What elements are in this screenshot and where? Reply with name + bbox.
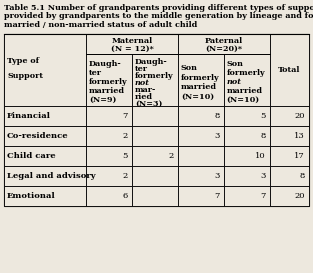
Text: married: married <box>181 83 217 91</box>
Bar <box>86 166 132 186</box>
Text: formerly: formerly <box>89 78 128 86</box>
Text: Legal and advisory: Legal and advisory <box>7 172 96 180</box>
Bar <box>132 106 178 126</box>
Text: 7: 7 <box>260 192 266 200</box>
Text: 7: 7 <box>214 192 220 200</box>
Bar <box>269 146 309 166</box>
Bar <box>132 146 178 166</box>
Bar <box>86 54 132 106</box>
Bar <box>224 166 269 186</box>
Text: (N=10): (N=10) <box>227 96 260 104</box>
Text: formerly: formerly <box>227 69 265 77</box>
Text: not: not <box>227 78 242 86</box>
Bar <box>224 54 269 106</box>
Bar <box>132 126 178 146</box>
Bar <box>269 106 309 126</box>
Bar <box>269 166 309 186</box>
Text: married / non-married status of adult child: married / non-married status of adult ch… <box>4 21 197 29</box>
Bar <box>178 126 224 146</box>
Text: 3: 3 <box>260 172 266 180</box>
Bar <box>178 54 224 106</box>
Text: not: not <box>135 79 150 87</box>
Text: married: married <box>227 87 263 95</box>
Text: 5: 5 <box>260 112 266 120</box>
Text: Paternal: Paternal <box>205 37 243 45</box>
Text: married: married <box>89 87 125 95</box>
Text: provided by grandparents to the middle generation by lineage and former: provided by grandparents to the middle g… <box>4 13 313 20</box>
Text: 2: 2 <box>123 132 128 140</box>
Bar <box>86 34 178 54</box>
Text: ter: ter <box>89 69 102 77</box>
Text: 2: 2 <box>123 172 128 180</box>
Text: 10: 10 <box>255 152 266 160</box>
Bar <box>269 186 309 206</box>
Text: 3: 3 <box>214 172 220 180</box>
Bar <box>4 186 86 206</box>
Bar <box>178 186 224 206</box>
Text: Table 5.1 Number of grandparents providing different types of support: Table 5.1 Number of grandparents providi… <box>4 4 313 12</box>
Text: 6: 6 <box>123 192 128 200</box>
Text: mar-: mar- <box>135 86 156 94</box>
Text: Son: Son <box>227 60 244 68</box>
Bar <box>132 54 178 106</box>
Text: formerly: formerly <box>181 73 219 82</box>
Text: Daugh-: Daugh- <box>135 58 168 66</box>
Bar <box>178 146 224 166</box>
Text: ter: ter <box>135 65 148 73</box>
Text: Financial: Financial <box>7 112 51 120</box>
Text: (N=10): (N=10) <box>181 93 214 100</box>
Bar <box>224 146 269 166</box>
Text: Type of: Type of <box>7 57 39 65</box>
Bar <box>4 106 86 126</box>
Bar <box>269 126 309 146</box>
Bar <box>4 34 309 206</box>
Bar <box>4 166 86 186</box>
Text: 20: 20 <box>295 192 305 200</box>
Text: (N=20)*: (N=20)* <box>205 44 242 52</box>
Text: formerly: formerly <box>135 72 173 80</box>
Text: (N=9): (N=9) <box>89 96 116 104</box>
Text: Maternal: Maternal <box>111 37 152 45</box>
Text: Support: Support <box>7 72 43 80</box>
Text: 8: 8 <box>214 112 220 120</box>
Bar <box>86 126 132 146</box>
Bar <box>178 34 269 54</box>
Bar <box>86 146 132 166</box>
Bar <box>132 186 178 206</box>
Text: 13: 13 <box>294 132 305 140</box>
Text: Daugh-: Daugh- <box>89 60 122 68</box>
Text: 2: 2 <box>169 152 174 160</box>
Bar <box>178 166 224 186</box>
Bar <box>132 166 178 186</box>
Text: 7: 7 <box>122 112 128 120</box>
Bar <box>224 106 269 126</box>
Bar <box>269 34 309 106</box>
Text: Son: Son <box>181 64 198 72</box>
Bar <box>224 126 269 146</box>
Text: 5: 5 <box>122 152 128 160</box>
Text: 3: 3 <box>214 132 220 140</box>
Bar <box>224 186 269 206</box>
Bar <box>178 106 224 126</box>
Bar <box>86 186 132 206</box>
Bar <box>86 106 132 126</box>
Text: Child care: Child care <box>7 152 56 160</box>
Text: Total: Total <box>278 66 300 74</box>
Bar <box>4 34 86 106</box>
Text: Emotional: Emotional <box>7 192 56 200</box>
Text: 17: 17 <box>294 152 305 160</box>
Text: 20: 20 <box>295 112 305 120</box>
Text: (N=3): (N=3) <box>135 100 162 108</box>
Text: Co-residence: Co-residence <box>7 132 69 140</box>
Bar <box>4 126 86 146</box>
Text: ried: ried <box>135 93 153 101</box>
Bar <box>4 146 86 166</box>
Text: (N = 12)*: (N = 12)* <box>110 44 153 52</box>
Text: 8: 8 <box>300 172 305 180</box>
Text: 8: 8 <box>260 132 266 140</box>
